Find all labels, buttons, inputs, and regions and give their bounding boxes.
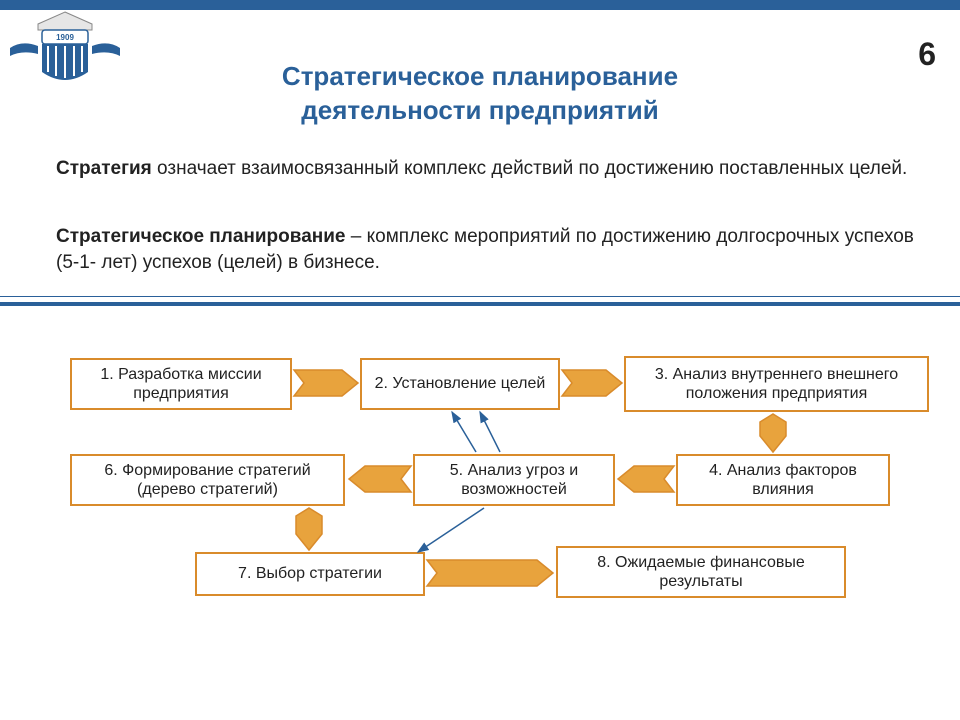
paragraph-2: Стратегическое планирование – комплекс м… [56, 224, 920, 275]
block-arrow [618, 466, 674, 492]
flowchart-node: 1. Разработка миссии предприятия [70, 358, 292, 410]
block-arrow [296, 508, 322, 550]
flowchart-node: 3. Анализ внутреннего внешнего положения… [624, 356, 929, 412]
flowchart-node: 2. Установление целей [360, 358, 560, 410]
block-arrow [427, 560, 553, 586]
thin-arrow [418, 508, 484, 552]
para1-term: Стратегия [56, 158, 152, 179]
para2-term: Стратегическое планирование [56, 226, 346, 247]
thin-arrow [452, 412, 476, 452]
divider-thick [0, 302, 960, 306]
divider-thin [0, 296, 960, 297]
title-line-2: деятельности предприятий [301, 95, 658, 125]
flowchart-node: 5. Анализ угроз и возможностей [413, 454, 615, 506]
flowchart-node: 4. Анализ факторов влияния [676, 454, 890, 506]
thin-arrow [480, 412, 500, 452]
flowchart-node: 7. Выбор стратегии [195, 552, 425, 596]
top-bar [0, 0, 960, 10]
flowchart-node: 8. Ожидаемые финансовые результаты [556, 546, 846, 598]
slide-title: Стратегическое планирование деятельности… [0, 60, 960, 128]
paragraph-1: Стратегия означает взаимосвязанный компл… [56, 156, 920, 182]
title-line-1: Стратегическое планирование [282, 61, 678, 91]
block-arrow [562, 370, 622, 396]
svg-text:1909: 1909 [56, 33, 74, 42]
block-arrow [349, 466, 411, 492]
block-arrow [294, 370, 358, 396]
block-arrow [760, 414, 786, 452]
flowchart-node: 6. Формирование стратегий (дерево страте… [70, 454, 345, 506]
para1-rest: означает взаимосвязанный комплекс действ… [152, 158, 908, 179]
